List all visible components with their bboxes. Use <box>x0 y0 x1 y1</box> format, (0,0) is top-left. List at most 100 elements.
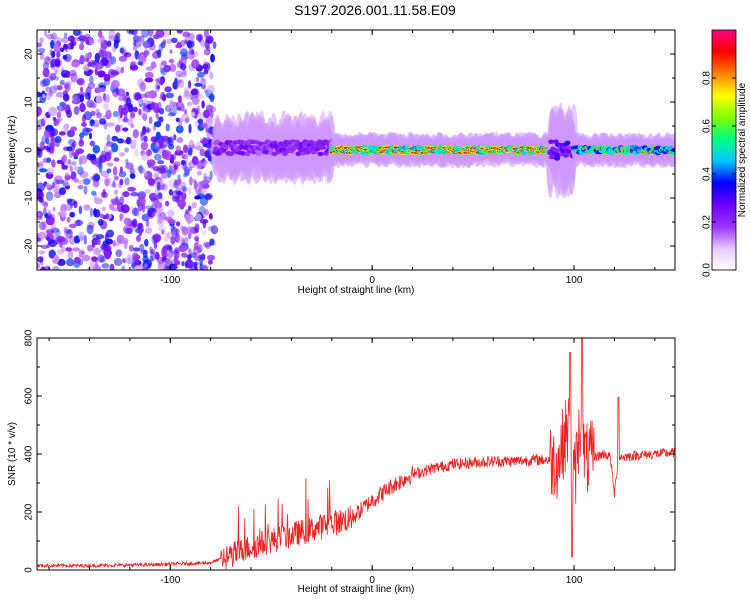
noise-blob <box>132 92 140 101</box>
noise-blob <box>71 150 75 157</box>
noise-blob <box>120 204 130 214</box>
noise-blob <box>73 106 80 115</box>
noise-blob <box>61 37 70 43</box>
noise-blob <box>129 64 139 71</box>
noise-blob <box>98 30 103 38</box>
spectral-core <box>564 140 571 145</box>
noise-blob <box>199 148 206 157</box>
noise-blob <box>112 180 116 188</box>
noise-blob <box>182 186 187 192</box>
y-tick-label: -10 <box>24 190 35 205</box>
noise-blob <box>208 71 214 80</box>
noise-blob <box>173 134 177 141</box>
noise-blob <box>159 164 168 174</box>
noise-blob <box>114 189 119 195</box>
noise-blob <box>131 258 136 268</box>
noise-blob <box>57 258 66 266</box>
noise-blob <box>37 106 43 116</box>
noise-blob <box>50 227 60 233</box>
noise-blob <box>203 30 209 39</box>
noise-blob <box>76 219 81 227</box>
noise-blob <box>162 30 170 38</box>
noise-blob <box>164 200 170 207</box>
noise-blob <box>84 92 91 100</box>
noise-blob <box>132 44 138 52</box>
noise-blob <box>53 43 60 53</box>
noise-blob <box>127 105 134 113</box>
noise-blob <box>109 203 115 211</box>
noise-blob <box>206 84 216 94</box>
noise-blob <box>100 191 109 199</box>
noise-blob <box>145 66 154 71</box>
noise-blob <box>89 75 94 84</box>
noise-blob <box>144 77 154 83</box>
noise-blob <box>209 93 215 103</box>
y-tick-label: 600 <box>24 387 35 404</box>
noise-blob <box>79 38 85 45</box>
y-tick-label: 400 <box>24 445 35 462</box>
noise-blob <box>89 140 96 147</box>
noise-blob <box>83 204 91 211</box>
noise-blob <box>76 77 85 86</box>
noise-blob <box>200 139 209 144</box>
noise-blob <box>116 88 126 97</box>
noise-blob <box>181 113 190 123</box>
noise-blob <box>157 192 163 200</box>
noise-blob <box>79 102 86 113</box>
noise-blob <box>37 182 45 192</box>
noise-blob <box>37 210 44 219</box>
noise-blob <box>196 93 204 100</box>
noise-blob <box>47 209 52 216</box>
y-tick-label: 10 <box>24 96 35 108</box>
noise-blob <box>194 223 200 234</box>
noise-blob <box>138 167 146 174</box>
noise-blob <box>56 235 66 243</box>
noise-blob <box>200 160 209 165</box>
noise-blob <box>66 129 75 138</box>
noise-blob <box>166 38 172 45</box>
noise-blob <box>149 246 154 255</box>
noise-blob <box>108 35 117 41</box>
spectral-core <box>320 145 327 150</box>
noise-blob <box>66 109 73 119</box>
noise-blob <box>106 134 111 144</box>
noise-blob <box>109 263 115 270</box>
noise-blob <box>110 56 117 65</box>
noise-blob <box>166 250 174 259</box>
noise-blob <box>131 207 140 217</box>
noise-blob <box>184 209 189 215</box>
noise-blob <box>206 133 212 138</box>
noise-blob <box>157 212 161 218</box>
noise-blob <box>104 250 112 260</box>
noise-blob <box>60 179 69 186</box>
noise-blob <box>112 242 121 247</box>
noise-blob <box>175 145 181 153</box>
noise-blob <box>152 233 162 243</box>
noise-blob <box>136 235 141 242</box>
noise-blob <box>58 104 62 111</box>
noise-blob <box>141 30 150 38</box>
noise-blob <box>185 152 189 162</box>
noise-blob <box>90 190 97 196</box>
noise-blob <box>44 55 50 63</box>
noise-blob <box>46 157 52 163</box>
noise-blob <box>180 104 185 112</box>
noise-blob <box>100 244 108 250</box>
noise-blob <box>164 86 172 93</box>
noise-blob <box>66 216 71 223</box>
noise-blob <box>78 30 83 37</box>
noise-blob <box>73 30 81 37</box>
noise-blob <box>117 112 121 122</box>
x-tick-label: 0 <box>369 275 375 286</box>
noise-blob <box>93 197 103 205</box>
noise-blob <box>49 91 54 97</box>
noise-blob <box>158 107 165 115</box>
noise-blob <box>42 78 51 87</box>
noise-blob <box>78 231 85 241</box>
noise-blob <box>52 232 59 242</box>
spectral-core <box>317 151 324 157</box>
noise-blob <box>196 181 205 191</box>
noise-blob <box>79 95 83 102</box>
noise-blob <box>112 166 118 176</box>
noise-blob <box>103 103 109 110</box>
